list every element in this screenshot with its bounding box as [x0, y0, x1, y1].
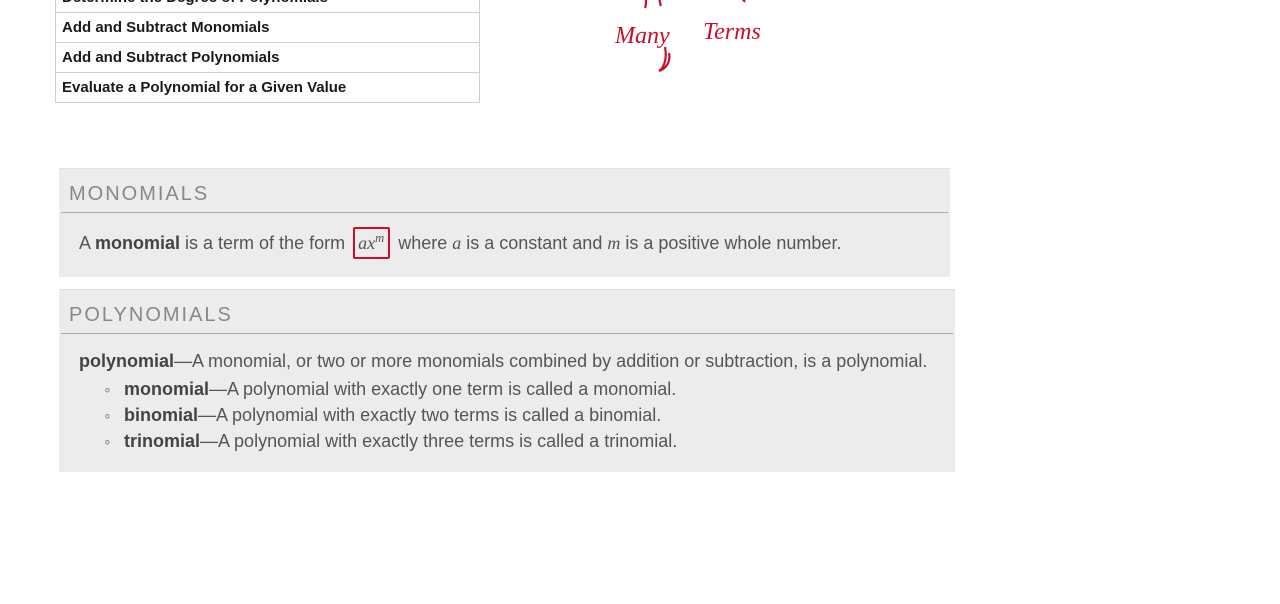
- topic-nav-list: Determine the Degree of Polynomials Add …: [55, 0, 480, 103]
- nav-item[interactable]: Add and Subtract Monomials: [56, 12, 479, 42]
- monomials-definition-box: MONOMIALS A monomial is a term of the fo…: [59, 168, 950, 277]
- polynomial-sub-list: monomial—A polynomial with exactly one t…: [79, 376, 935, 454]
- monomials-heading: MONOMIALS: [61, 169, 948, 213]
- polynomials-body: polynomial—A monomial, or two or more mo…: [59, 334, 955, 472]
- text: —A monomial, or two or more monomials co…: [174, 351, 927, 371]
- var-a: a: [452, 233, 461, 253]
- polynomial-lead: polynomial—A monomial, or two or more mo…: [79, 348, 935, 374]
- term-trinomial: trinomial: [124, 431, 200, 451]
- formula-x: x: [367, 233, 375, 253]
- monomials-body: A monomial is a term of the form axm whe…: [59, 213, 950, 277]
- text: is a positive whole number.: [620, 233, 841, 253]
- formula-a: a: [358, 233, 367, 253]
- text: where: [393, 233, 452, 253]
- term-polynomial: polynomial: [79, 351, 174, 371]
- formula-m: m: [375, 231, 384, 245]
- polynomials-heading: POLYNOMIALS: [61, 290, 953, 334]
- nav-item[interactable]: Evaluate a Polynomial for a Given Value: [56, 72, 479, 102]
- nav-item[interactable]: Add and Subtract Polynomials: [56, 42, 479, 72]
- text: is a term of the form: [180, 233, 350, 253]
- term-monomial: monomial: [95, 233, 180, 253]
- list-item: binomial—A polynomial with exactly two t…: [119, 402, 935, 428]
- term-monomial: monomial: [124, 379, 209, 399]
- formula-box: axm: [353, 227, 390, 259]
- text: is a constant and: [461, 233, 607, 253]
- var-m: m: [607, 233, 620, 253]
- handwriting-terms: Terms: [703, 19, 761, 46]
- nav-item[interactable]: Determine the Degree of Polynomials: [56, 0, 479, 12]
- text: —A polynomial with exactly two terms is …: [198, 405, 661, 425]
- term-binomial: binomial: [124, 405, 198, 425]
- list-item: trinomial—A polynomial with exactly thre…: [119, 428, 935, 454]
- text: —A polynomial with exactly one term is c…: [209, 379, 676, 399]
- polynomials-definition-box: POLYNOMIALS polynomial—A monomial, or tw…: [59, 289, 955, 472]
- list-item: monomial—A polynomial with exactly one t…: [119, 376, 935, 402]
- handwriting-annotation: Many Terms: [615, 5, 795, 75]
- text: —A polynomial with exactly three terms i…: [200, 431, 677, 451]
- text: A: [79, 233, 95, 253]
